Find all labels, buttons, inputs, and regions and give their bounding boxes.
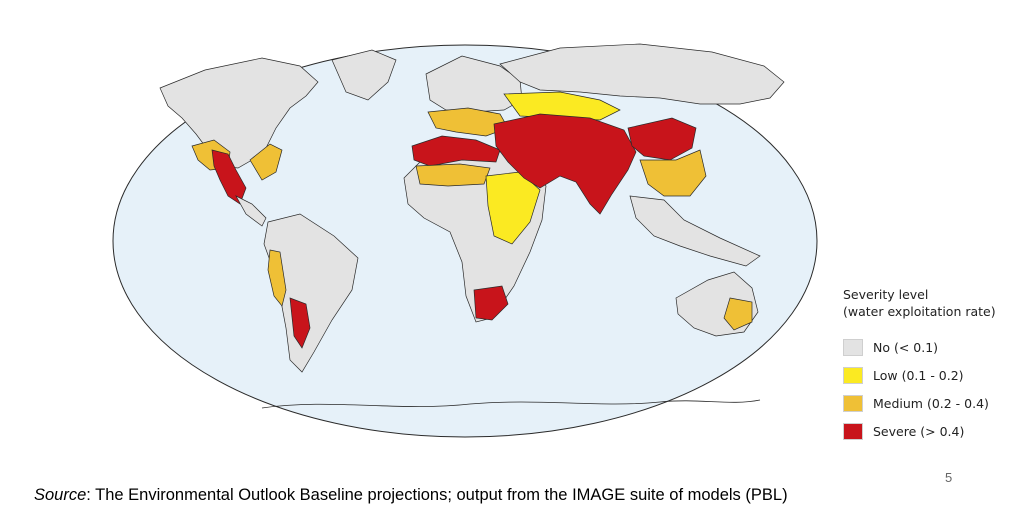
region-southern-africa (473, 285, 509, 321)
legend: Severity level (water exploitation rate)… (843, 286, 1028, 445)
region-patagonia (289, 297, 311, 349)
source-text: : The Environmental Outlook Baseline pro… (86, 486, 788, 504)
region-mexico (211, 149, 247, 205)
legend-title: Severity level (843, 287, 929, 302)
legend-label-severe: Severe (> 0.4) (873, 423, 965, 439)
region-china-east (639, 149, 707, 197)
legend-label-no: No (< 0.1) (873, 339, 939, 355)
legend-swatch-severe (843, 422, 863, 440)
region-andes-west (267, 249, 287, 307)
region-central-america (235, 195, 267, 227)
legend-swatch-no (843, 338, 863, 356)
source-label: Source (34, 486, 87, 504)
legend-subtitle: (water exploitation rate) (843, 304, 996, 319)
region-sahel (415, 163, 491, 187)
legend-item-severe: Severe (> 0.4) (843, 417, 1028, 445)
region-us-east (249, 143, 283, 181)
legend-item-no: No (< 0.1) (843, 333, 1028, 361)
page-number: 5 (945, 470, 953, 485)
region-southeast-asia (629, 195, 761, 267)
legend-swatch-low (843, 366, 863, 384)
legend-swatch-medium (843, 394, 863, 412)
region-greenland (331, 49, 397, 101)
region-australia-se (723, 297, 753, 331)
region-north-africa (411, 135, 501, 167)
region-central-asia (503, 91, 621, 121)
legend-label-medium: Medium (0.2 - 0.4) (873, 395, 989, 411)
region-middle-east-south-asia (493, 113, 637, 215)
region-russia (499, 43, 785, 105)
antarctica-coast (261, 399, 761, 409)
region-china-north (627, 117, 697, 161)
legend-label-low: Low (0.1 - 0.2) (873, 367, 964, 383)
source-caption: Source: The Environmental Outlook Baseli… (34, 486, 788, 505)
legend-item-medium: Medium (0.2 - 0.4) (843, 389, 1028, 417)
legend-item-low: Low (0.1 - 0.2) (843, 361, 1028, 389)
